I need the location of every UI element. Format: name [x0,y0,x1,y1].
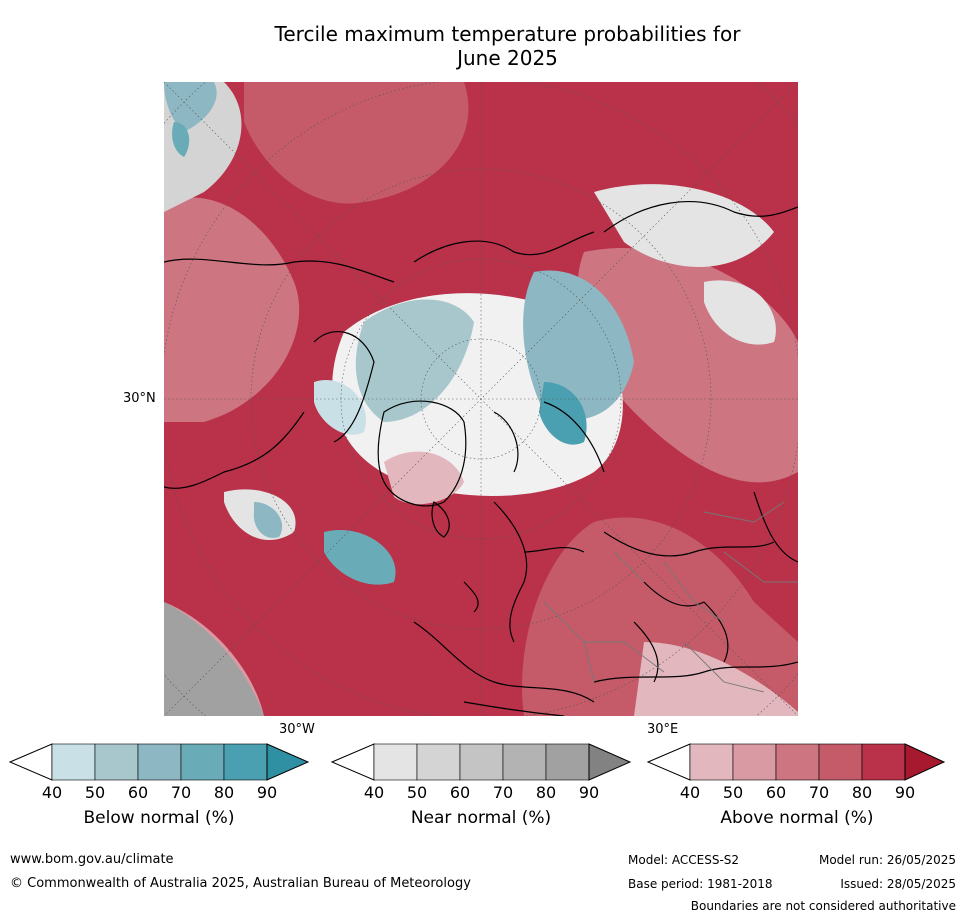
tick-label: 50 [406,783,428,802]
colorbar-near-normal: 40 50 60 70 80 90 Near normal (%) [330,743,632,843]
below-normal-region [523,270,634,420]
model-text: Model: ACCESS-S2 [628,853,740,867]
colorbar-below-normal: 40 50 60 70 80 90 Below normal (%) [8,743,310,843]
coastlines [164,201,798,716]
tick-label: 90 [894,783,916,802]
below-normal-region [314,380,366,435]
model-run-text: Model run: 26/05/2025 [818,853,956,867]
below-normal-region [355,299,474,422]
near-normal-region [704,280,776,345]
above-normal-region [634,642,798,716]
title-line-1: Tercile maximum temperature probabilitie… [274,22,741,46]
tick-label: 50 [722,783,744,802]
tick-label: 90 [256,783,278,802]
country-borders [543,501,798,693]
colorbar-near-label: Near normal (%) [410,808,552,828]
lon-label-30e: 30°E [647,722,679,737]
tick-label: 80 [851,783,873,802]
above-normal-region [164,197,300,422]
colorbar-above-swatches [646,743,946,781]
tick-label: 60 [127,783,149,802]
tick-label: 90 [578,783,600,802]
tick-label: 40 [41,783,63,802]
colorbar-below-label: Below normal (%) [83,808,235,828]
near-normal-region [164,602,264,716]
tick-label: 60 [765,783,787,802]
colorbar-near-swatches [330,743,632,781]
tick-label: 80 [213,783,235,802]
copyright-text: © Commonwealth of Australia 2025, Austra… [10,876,471,891]
colorbar-below-swatches [8,743,310,781]
lon-label-30w: 30°W [279,722,315,737]
tick-label: 40 [679,783,701,802]
colorbar-above-label: Above normal (%) [720,808,874,828]
title-line-2: June 2025 [457,46,558,70]
lat-label-30n: 30°N [123,391,156,406]
tick-label: 70 [492,783,514,802]
base-period-text: Base period: 1981-2018 [628,877,773,891]
chart-title: Tercile maximum temperature probabilitie… [200,22,815,70]
tick-label: 70 [808,783,830,802]
tick-label: 80 [535,783,557,802]
below-normal-region [539,382,587,445]
tick-label: 60 [449,783,471,802]
disclaimer-text: Boundaries are not considered authoritat… [690,899,956,913]
website-link[interactable]: www.bom.gov.au/climate [10,852,174,867]
tick-label: 40 [363,783,385,802]
below-normal-region [324,530,396,585]
graticule [164,82,798,716]
polar-map [164,82,798,716]
issued-text: Issued: 28/05/2025 [840,877,956,891]
below-normal-region [253,502,283,538]
tick-label: 50 [84,783,106,802]
below-normal-region [172,122,190,157]
colorbar-above-normal: 40 50 60 70 80 90 Above normal (%) [646,743,948,843]
below-normal-region [164,82,217,132]
above-normal-region [244,82,469,204]
tick-label: 70 [170,783,192,802]
above-normal-region [384,451,464,505]
near-normal-region [594,184,774,267]
